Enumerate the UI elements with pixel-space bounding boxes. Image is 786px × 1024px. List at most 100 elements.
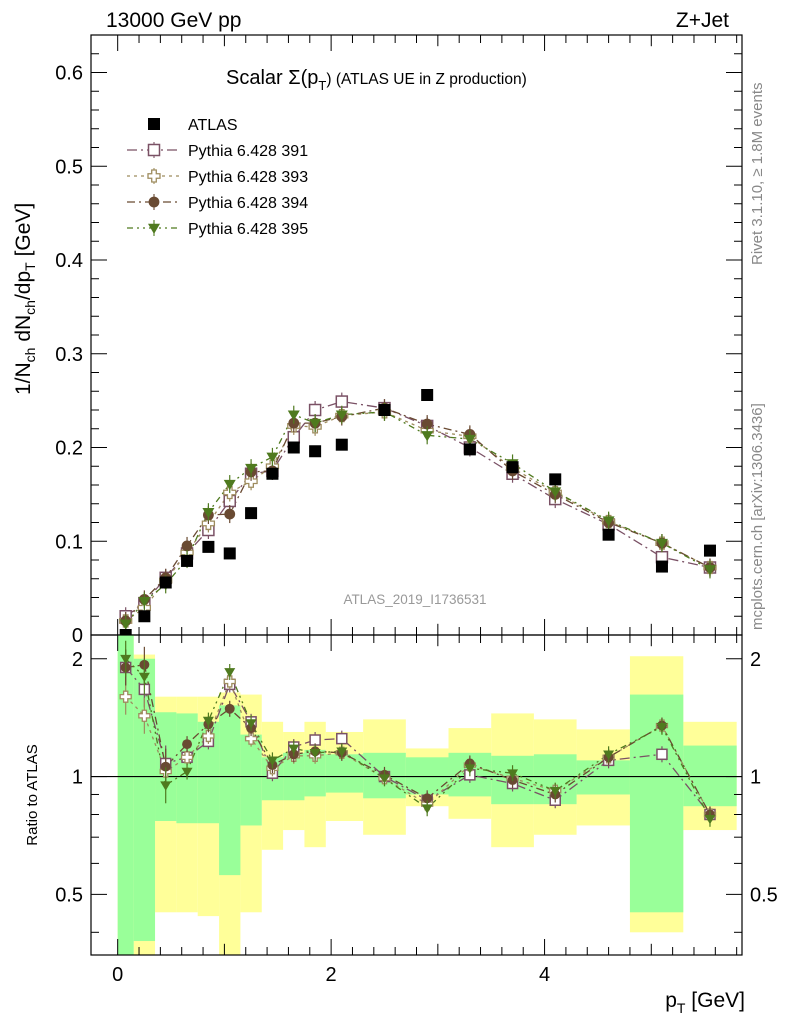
legend-label: Pythia 6.428 394 [188,195,308,212]
uncertainty-band-inner [629,694,684,913]
ratio-point-4 [202,716,214,727]
ratio-point-2 [223,675,236,688]
data-point-4 [287,410,300,421]
ratio-point-1 [656,748,668,761]
atlas-data-point [335,438,348,451]
ratio-point-4 [656,722,668,733]
ratio-y-tick-label-right: 1 [750,767,761,789]
ratio-point-4 [507,769,519,779]
ratio-point-4 [603,750,615,760]
atlas-data-point [138,610,151,623]
data-point-1 [335,395,349,408]
ratio-point-4 [120,654,132,665]
ratio-point-3 [422,793,433,804]
uncertainty-band-inner [219,705,241,876]
y-axis-label: 1/Nch dNch/dpT [GeV] [12,203,38,395]
legend-label: Pythia 6.428 393 [188,169,308,186]
ratio-point-4 [266,756,278,766]
legend-marker [147,143,161,157]
atlas-data-point [309,445,322,458]
ratio-y-tick-label: 0.5 [55,884,83,906]
atlas-data-point [703,544,716,557]
legend-label: ATLAS [188,117,238,134]
analysis-watermark: ATLAS_2019_I1736531 [343,592,486,607]
ratio-point-2 [119,690,132,703]
y-tick-label: 0.1 [55,531,83,553]
data-point-4 [309,418,322,430]
data-point-4 [602,516,615,527]
data-point-3 [421,418,433,430]
ratio-point-4 [378,774,390,784]
data-point-4 [549,487,562,498]
ratio-point-2 [180,751,194,764]
data-point-2 [244,474,258,488]
rivet-label: Rivet 3.1.10, ≥ 1.8M events [749,83,766,266]
atlas-data-point [378,404,391,416]
y-tick-label: 0 [72,625,83,647]
uncertainty-band-inner [304,749,326,797]
data-point-4 [655,538,668,550]
ratio-point-2 [244,732,258,745]
ratio-point-4 [549,786,561,797]
atlas-data-point [602,528,615,541]
atlas-data-point [287,441,300,454]
ratio-point-4 [309,748,321,759]
ratio-point-3 [160,761,171,772]
ratio-point-4 [288,744,300,754]
x-tick-label: 0 [112,964,123,986]
legend-marker [148,223,160,234]
ratio-point-4 [224,668,236,678]
data-point-4 [463,434,476,446]
ratio-plot-panel: 0.5 0.5 1 1 2 2 0 2 4 Ratio to ATLAS pT [GeV] [24,634,778,1016]
uncertainty-band-inner [683,745,737,807]
data-point-4 [266,452,279,463]
ratio-point-4 [704,814,716,825]
ratio-point-4 [336,747,348,757]
atlas-data-point [202,540,215,553]
y-tick-label: 0.6 [55,63,83,85]
ratio-point-2 [138,709,151,722]
ratio-point-4 [138,672,150,683]
legend-label: Pythia 6.428 391 [188,143,308,160]
data-point-4 [335,410,348,421]
data-point-4 [119,619,132,630]
header-process: Z+Jet [676,9,729,32]
uncertainty-band-inner [325,754,364,793]
data-point-4 [202,507,215,519]
x-axis-label: pT [GeV] [665,989,745,1016]
main-plot-panel: Scalar Σ(pT) (ATLAS UE in Z production) … [12,34,743,647]
atlas-data-point [245,507,258,520]
atlas-data-point [463,443,476,456]
atlas-data-point [181,554,194,567]
ratio-point-1 [336,732,348,745]
ratio-y-tick-label-right: 0.5 [750,884,778,906]
ratio-y-label: Ratio to ATLAS [24,744,41,845]
legend-label: Pythia 6.428 395 [188,221,308,238]
atlas-data-point [506,461,519,474]
legend: ATLAS Pythia 6.428 391 Pythia 6.428 393 Pyt… [127,117,308,238]
data-point-3 [224,508,236,520]
ratio-point-4 [181,767,193,778]
atlas-data-point [159,576,172,589]
mcplots-label: mcplots.cern.ch [arXiv:1306.3436] [749,403,766,630]
y-tick-label: 0.3 [55,344,83,366]
plot-title: Scalar Σ(pT) (ATLAS UE in Z production) [226,67,527,93]
y-tick-label: 0.4 [55,250,83,272]
uncertainty-band-inner [240,734,262,826]
ratio-point-3 [182,739,192,750]
data-point-4 [138,597,151,608]
atlas-data-point [549,473,562,486]
uncertainty-band-inner [405,757,449,795]
data-point-4 [421,431,434,442]
legend-marker [148,118,160,130]
atlas-data-point [421,389,434,401]
data-point-1 [308,403,322,417]
header-energy: 13000 GeV pp [106,9,241,32]
y-tick-label: 0.5 [55,156,83,178]
atlas-data-point [655,560,668,573]
ratio-y-tick-label: 2 [72,649,83,671]
ratio-point-4 [421,804,433,814]
ratio-y-tick-label: 1 [72,767,83,789]
ratio-point-3 [224,703,235,714]
